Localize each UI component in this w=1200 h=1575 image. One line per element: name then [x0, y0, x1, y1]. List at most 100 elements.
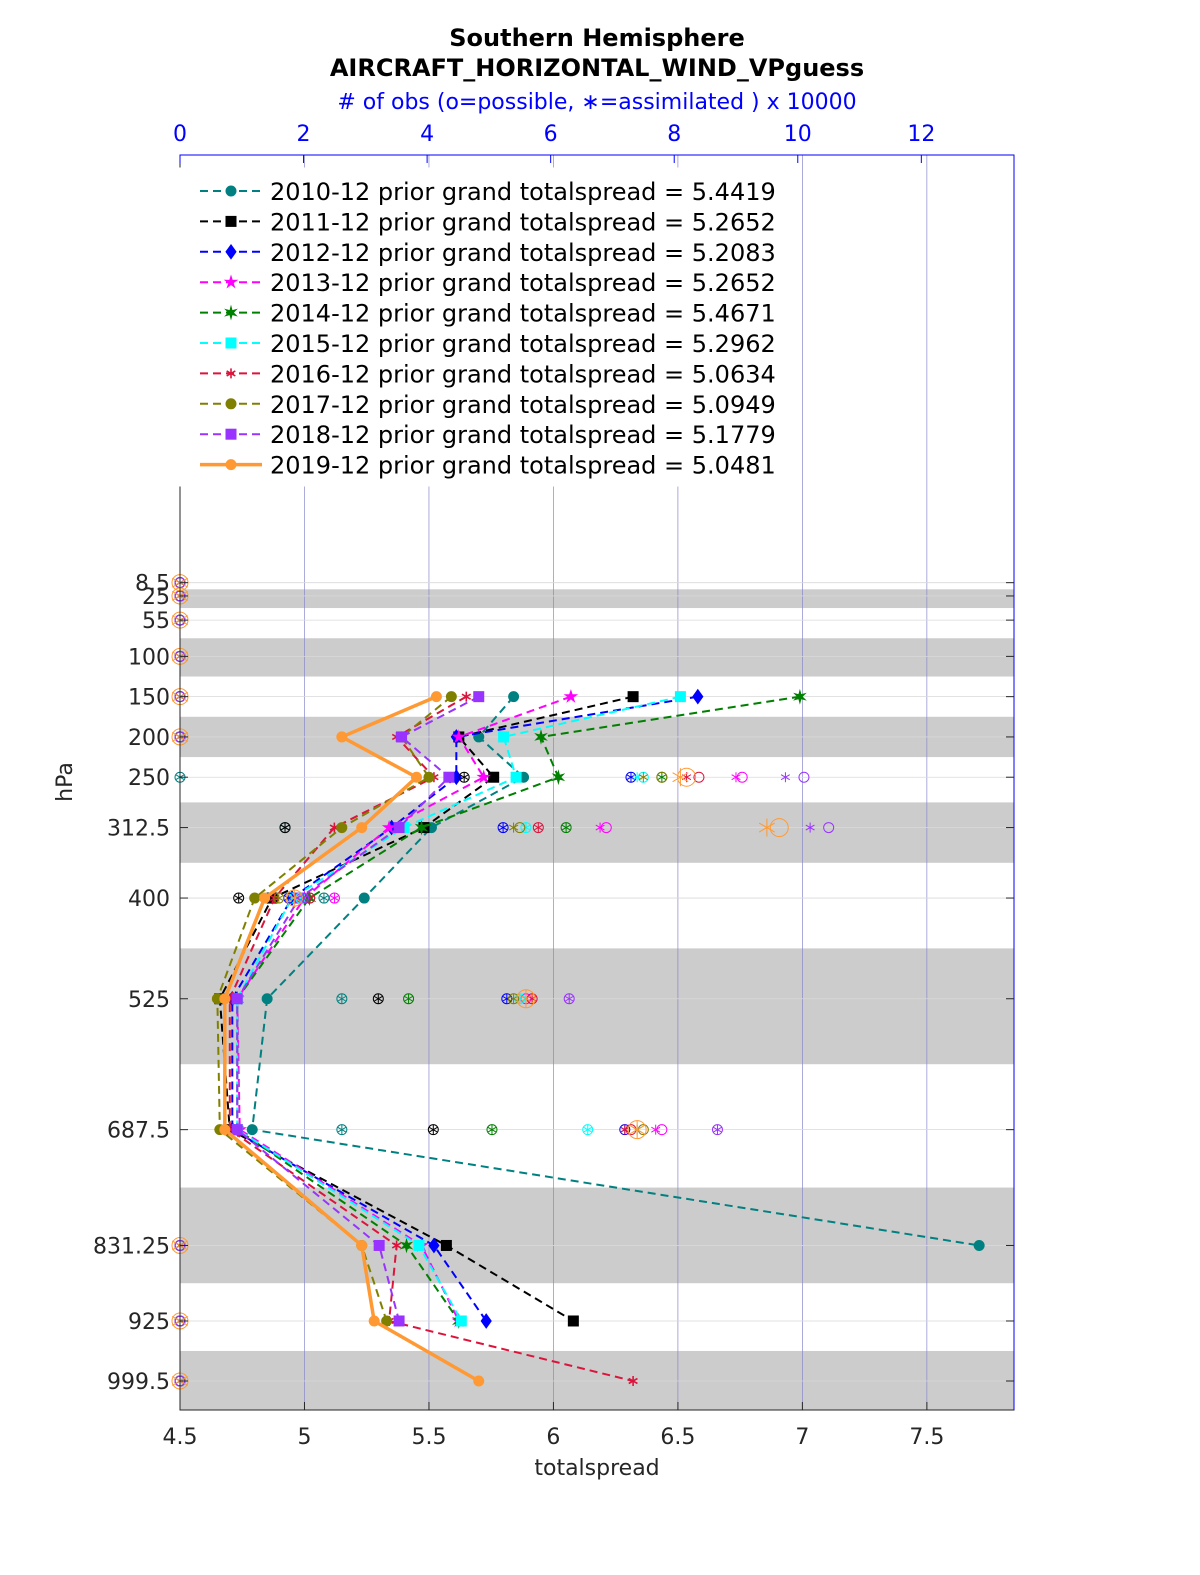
asterisk-stroke — [521, 824, 531, 831]
obs-possible-marker — [823, 822, 835, 834]
series-point — [428, 1237, 440, 1254]
legend-label: 2013-12 prior grand totalspread = 5.2652 — [270, 269, 776, 297]
series-point — [358, 892, 370, 904]
obs-possible-marker — [656, 1124, 668, 1136]
series-point — [567, 1315, 579, 1327]
top-tick-label: 2 — [297, 122, 311, 147]
legend-label: 2014-12 prior grand totalspread = 5.4671 — [270, 300, 776, 328]
series-point — [440, 1239, 452, 1251]
bottom-tick-label: 6 — [546, 1425, 560, 1450]
obs-possible-marker — [514, 822, 526, 834]
obs-assimilated-marker — [337, 1124, 347, 1135]
obs-assimilated-marker — [403, 993, 414, 1004]
obs-assimilated-marker — [629, 1120, 646, 1139]
obs-assimilated-marker — [620, 1124, 630, 1135]
asterisk-stroke — [657, 774, 667, 781]
obs-possible-marker — [625, 1124, 637, 1136]
series-point — [674, 691, 686, 703]
obs-assimilated-marker — [337, 993, 347, 1004]
level-tick-label: 400 — [128, 887, 170, 912]
series-point — [356, 822, 368, 834]
obs-assimilated-marker — [502, 993, 512, 1004]
asterisk-stroke — [638, 774, 648, 781]
asterisk-stroke — [487, 1126, 497, 1133]
y-axis-label: hPa — [53, 762, 78, 802]
obs-assimilated-marker — [583, 1124, 593, 1135]
asterisk-stroke — [805, 824, 815, 831]
series-point — [413, 1239, 425, 1251]
series-point — [510, 771, 522, 783]
top-tick-label: 8 — [667, 122, 681, 147]
series-point — [488, 771, 500, 783]
obs-assimilated-marker — [509, 993, 519, 1004]
asterisk-stroke — [286, 893, 303, 903]
obs-assimilated-marker — [274, 893, 284, 904]
asterisk-stroke — [517, 993, 534, 1004]
asterisk-stroke — [509, 824, 519, 831]
series-point — [336, 822, 348, 834]
obs-assimilated-marker — [672, 768, 689, 787]
series-point — [534, 728, 548, 745]
legend-marker — [225, 185, 237, 197]
obs-assimilated-marker — [758, 818, 775, 837]
asterisk-stroke — [509, 995, 519, 1002]
chart-title: Southern Hemisphere — [449, 24, 745, 52]
asterisk-stroke — [461, 693, 472, 700]
series-point — [473, 691, 485, 703]
series-point — [396, 731, 408, 743]
legend-marker — [225, 459, 237, 471]
bottom-tick-label: 6.5 — [660, 1425, 695, 1450]
level-tick-label: 831.25 — [93, 1234, 170, 1259]
obs-assimilated-marker — [712, 1124, 723, 1135]
series-point — [430, 691, 442, 703]
asterisk-stroke — [269, 894, 280, 902]
obs-assimilated-marker — [564, 993, 574, 1004]
series-line — [251, 696, 980, 1247]
series-point — [231, 993, 243, 1005]
level-bands — [180, 589, 1014, 1410]
series-point — [391, 1240, 402, 1251]
obs-assimilated-marker — [780, 772, 791, 783]
level-band — [180, 948, 1014, 1065]
legend-box — [179, 167, 801, 487]
series-point — [399, 1237, 414, 1254]
chart-subtitle: AIRCRAFT_HORIZONTAL_WIND_VPguess — [330, 54, 864, 82]
asterisk-stroke — [373, 995, 383, 1002]
level-tick-label: 100 — [128, 645, 170, 670]
top-tick-label: 6 — [544, 122, 558, 147]
asterisk-stroke — [298, 895, 309, 901]
level-band — [180, 1350, 1014, 1410]
series-point — [393, 1315, 405, 1327]
series-point — [246, 1124, 258, 1136]
series-10 — [219, 691, 485, 1387]
legend-marker — [225, 428, 237, 440]
bottom-tick-label: 7.5 — [909, 1425, 944, 1450]
series-point — [793, 688, 807, 705]
legend-label: 2010-12 prior grand totalspread = 5.4419 — [270, 178, 776, 206]
asterisk-stroke — [502, 995, 512, 1002]
asterisk-stroke — [428, 1126, 438, 1133]
bottom-tick-label: 4.5 — [163, 1425, 198, 1450]
asterisk-stroke — [595, 824, 605, 831]
series-point — [219, 1124, 231, 1136]
series-point — [259, 892, 271, 904]
obs-assimilated-marker — [657, 772, 667, 783]
legend-label: 2015-12 prior grand totalspread = 5.2962 — [270, 330, 776, 358]
legend-label: 2018-12 prior grand totalspread = 5.1779 — [270, 421, 776, 449]
obs-assimilated-marker — [319, 893, 329, 904]
asterisk-stroke — [337, 995, 347, 1002]
legend-marker — [224, 304, 238, 321]
level-tick-label: 55 — [142, 609, 170, 634]
top-tick-label: 10 — [784, 122, 812, 147]
series-point — [356, 1239, 368, 1251]
obs-assimilated-marker — [298, 893, 309, 904]
obs-assimilated-marker — [373, 993, 383, 1004]
legend-marker — [225, 215, 237, 227]
series-point — [336, 731, 348, 743]
series-point — [231, 1124, 243, 1136]
asterisk-stroke — [391, 1242, 402, 1249]
obs-assimilated-marker — [638, 772, 648, 783]
series-point — [445, 691, 457, 703]
series-point — [627, 691, 639, 703]
